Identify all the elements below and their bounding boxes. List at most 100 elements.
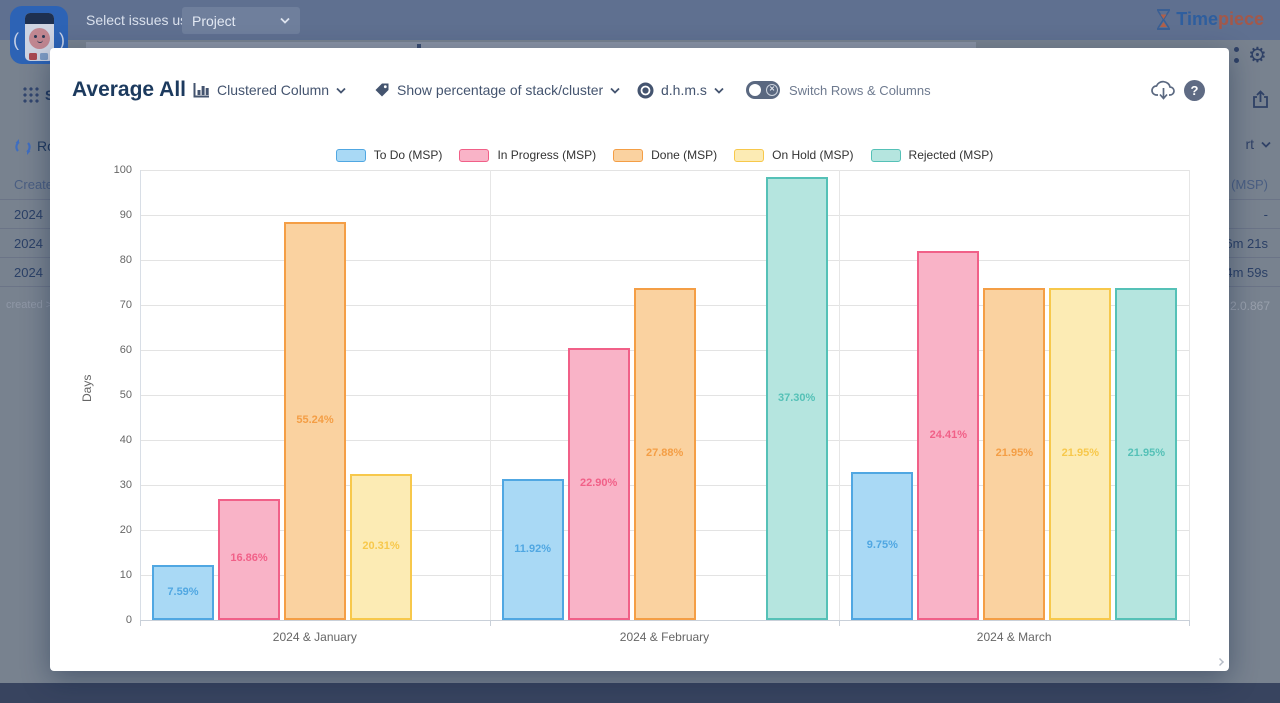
x-axis-line <box>140 620 1190 621</box>
download-chart-icon[interactable] <box>1151 79 1176 102</box>
switch-rows-columns-label: Switch Rows & Columns <box>789 82 931 98</box>
chart-legend: To Do (MSP) In Progress (MSP) Done (MSP) On… <box>140 148 1189 162</box>
y-axis-tick-label: 10 <box>119 569 132 581</box>
switch-rows-columns-toggle[interactable]: ✕ <box>746 81 780 99</box>
y-axis-line <box>140 170 141 620</box>
select-issues-label: Select issues using <box>86 12 206 28</box>
y-axis-tick-label: 90 <box>119 209 132 221</box>
help-icon[interactable]: ? <box>1184 79 1205 101</box>
chevron-down-icon <box>714 87 724 94</box>
project-selector-dropdown[interactable]: Project <box>182 7 300 34</box>
hourglass-icon <box>1157 9 1171 30</box>
gridline <box>140 170 1189 171</box>
percentage-option-dropdown[interactable]: Show percentage of stack/cluster <box>374 70 620 110</box>
legend-item[interactable]: Rejected (MSP) <box>870 148 994 162</box>
y-axis-tick-label: 20 <box>119 524 132 536</box>
app-switcher-grid-icon[interactable] <box>22 86 39 103</box>
time-format-dropdown[interactable]: d.h.m.s <box>637 70 724 110</box>
export-button-partial[interactable]: rt <box>1245 136 1271 152</box>
x-axis-tick-mark <box>1189 620 1190 626</box>
legend-item[interactable]: On Hold (MSP) <box>734 148 854 162</box>
timepiece-logo: Timepiece <box>1155 9 1264 30</box>
bar-done-msp-[interactable] <box>284 221 346 620</box>
chart-type-dropdown[interactable]: Clustered Column <box>193 70 346 110</box>
group-separator-line <box>839 170 841 620</box>
x-axis-category-label: 2024 & February <box>619 630 710 644</box>
project-selector-value: Project <box>192 12 236 29</box>
table-row-year: 2024 <box>14 236 43 251</box>
y-axis-title: Days <box>80 374 94 402</box>
bar-percentage-label: 21.95% <box>1061 446 1099 459</box>
bar-percentage-label: 22.90% <box>580 477 618 490</box>
gear-icon[interactable]: ⚙ <box>1248 44 1267 67</box>
bar-percentage-label: 7.59% <box>167 585 199 598</box>
group-separator-line <box>1189 170 1190 620</box>
bar-percentage-label: 9.75% <box>866 538 898 551</box>
kebab-menu-icon[interactable] <box>1234 47 1240 67</box>
chevron-down-icon <box>610 87 620 94</box>
bar-percentage-label: 20.31% <box>362 539 400 552</box>
bar-percentage-label: 27.88% <box>646 446 684 459</box>
background-column-header-created: Created <box>14 177 61 192</box>
x-axis-tick-mark <box>489 620 491 626</box>
legend-item[interactable]: To Do (MSP) <box>335 148 443 162</box>
bar-percentage-label: 55.24% <box>296 413 334 426</box>
gridline <box>140 215 1189 216</box>
bar-done-msp-[interactable] <box>983 287 1046 620</box>
legend-item[interactable]: Done (MSP) <box>613 148 717 162</box>
x-axis-category-label: 2024 & January <box>272 630 357 644</box>
refresh-icon[interactable] <box>14 138 32 156</box>
legend-item[interactable]: In Progress (MSP) <box>459 148 596 162</box>
bar-percentage-label: 11.92% <box>514 542 551 555</box>
y-axis-tick-label: 80 <box>119 254 132 266</box>
created-filter-partial: created > <box>6 299 53 311</box>
logo-phone <box>25 13 54 61</box>
legend-swatch <box>335 148 366 162</box>
chart-modal: Average All Clustered Column Show percen… <box>50 48 1229 671</box>
bar-done-msp-[interactable] <box>633 287 696 620</box>
logo-left-paren: ( <box>13 30 19 50</box>
bar-rejected-msp-[interactable] <box>765 177 828 620</box>
bar-in-progress-msp-[interactable] <box>218 498 280 620</box>
modal-header: Average All Clustered Column Show percen… <box>50 70 1229 110</box>
bar-on-hold-msp-[interactable] <box>1049 287 1112 620</box>
bar-to-do-msp-[interactable] <box>501 479 564 620</box>
y-axis-tick-label: 60 <box>119 344 132 356</box>
bar-percentage-label: 16.86% <box>230 552 268 565</box>
bar-in-progress-msp-[interactable] <box>567 348 630 620</box>
chevron-down-icon <box>1261 141 1271 148</box>
legend-swatch <box>613 148 644 162</box>
y-axis-tick-label: 30 <box>119 479 132 491</box>
gridline <box>140 260 1189 261</box>
column-chart-icon <box>193 83 209 98</box>
switch-rows-columns-control: ✕ Switch Rows & Columns <box>746 70 931 110</box>
bar-to-do-msp-[interactable] <box>851 471 914 620</box>
legend-label: Rejected (MSP) <box>908 148 994 162</box>
table-cell: 54m 59s <box>1218 265 1268 280</box>
legend-label: On Hold (MSP) <box>772 148 854 162</box>
share-export-icon[interactable] <box>1250 89 1271 110</box>
y-axis-tick-label: 40 <box>119 434 132 446</box>
modal-title: Average All <box>72 78 186 101</box>
logo-face <box>29 28 50 49</box>
background-column-header-msp: (MSP) <box>1231 177 1268 192</box>
chevron-down-icon <box>280 17 290 24</box>
bar-on-hold-msp-[interactable] <box>350 473 412 620</box>
bar-to-do-msp-[interactable] <box>152 565 214 620</box>
legend-swatch <box>870 148 901 162</box>
bar-in-progress-msp-[interactable] <box>917 251 980 620</box>
legend-label: Done (MSP) <box>651 148 718 162</box>
legend-label: To Do (MSP) <box>373 148 443 162</box>
logo-text-piece: piece <box>1217 9 1264 29</box>
table-cell: - <box>1263 207 1268 222</box>
table-row-year: 2024 <box>14 207 43 222</box>
legend-swatch <box>459 148 490 162</box>
table-cell: 46m 21s <box>1218 236 1268 251</box>
bar-rejected-msp-[interactable] <box>1115 287 1178 620</box>
legend-swatch <box>734 148 765 162</box>
y-axis-tick-label: 70 <box>119 299 132 311</box>
target-eye-icon <box>637 82 654 98</box>
app-logo: ( ) <box>10 6 68 64</box>
legend-label: In Progress (MSP) <box>497 148 597 162</box>
clustered-column-chart: To Do (MSP) In Progress (MSP) Done (MSP) On… <box>50 48 1229 671</box>
